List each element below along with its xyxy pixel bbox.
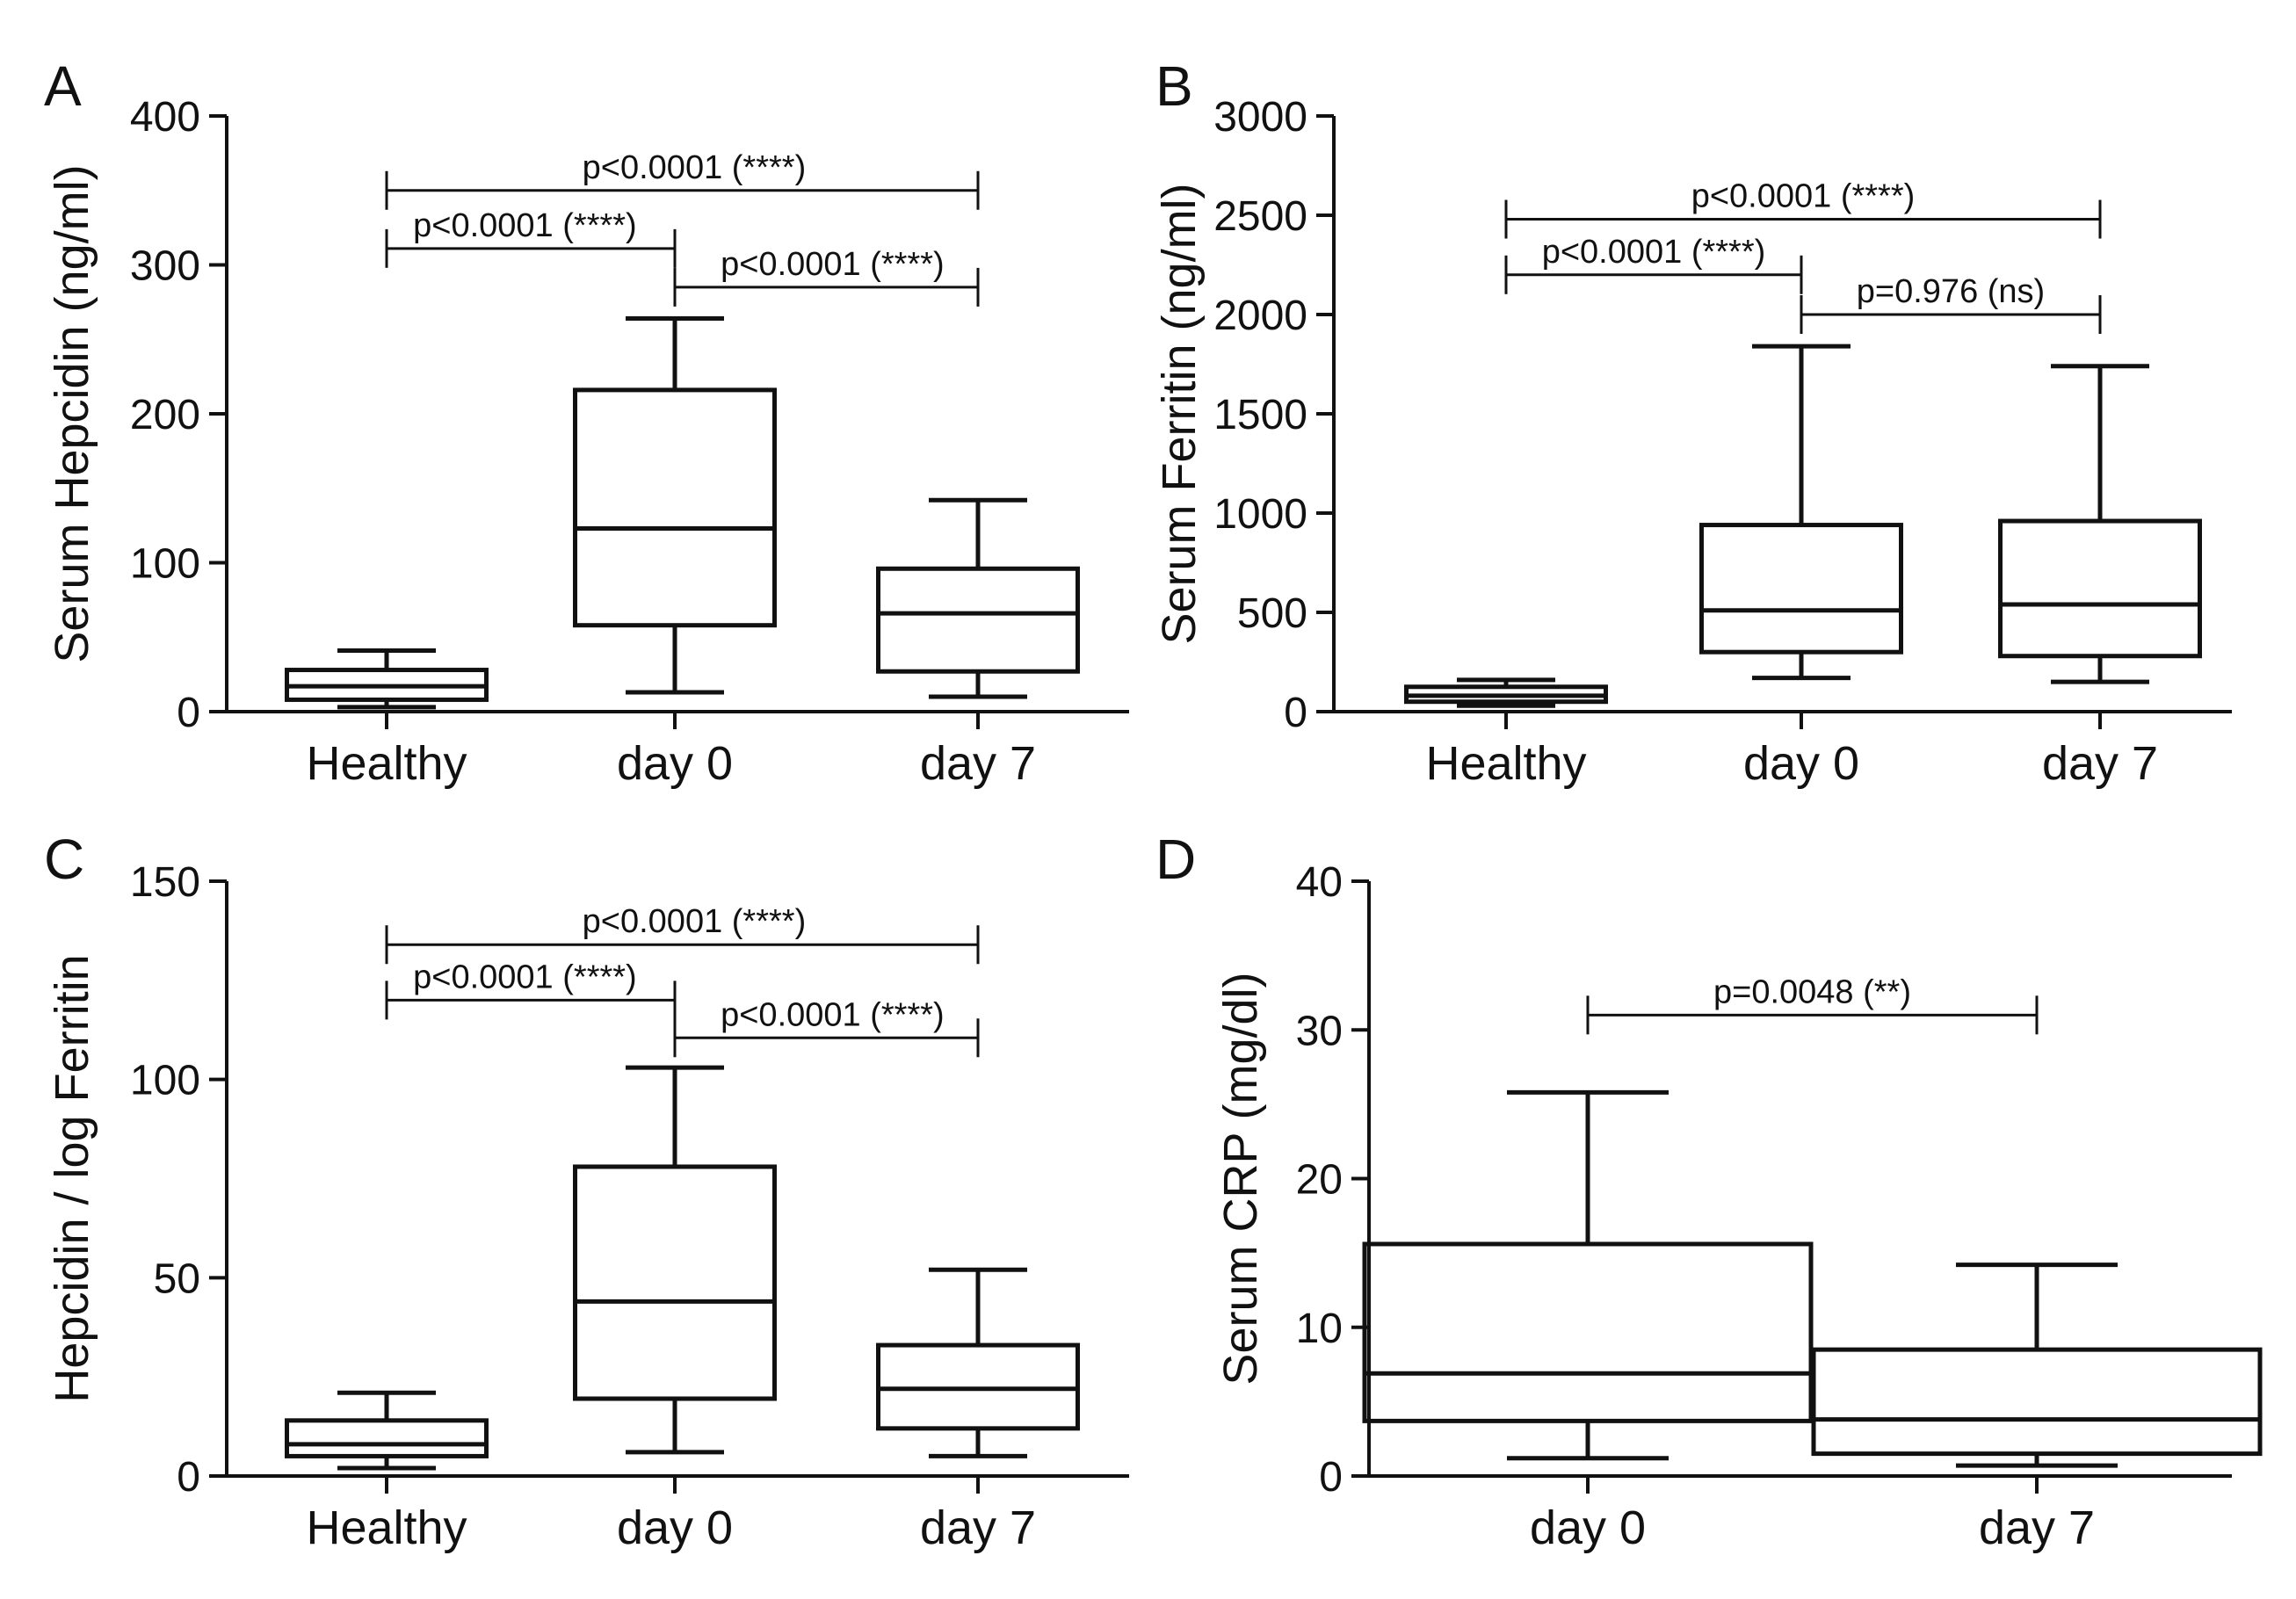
y-tick-label: 20 <box>1296 1157 1343 1204</box>
y-tick-label: 50 <box>154 1255 200 1302</box>
panel-c: C 0 50 100 150 Hepcidin / log Ferritin Healthy… <box>44 828 1129 1554</box>
box-plot-day-0 <box>1362 1089 1814 1461</box>
box-plot-day-7 <box>876 497 1080 699</box>
y-tick-label: 150 <box>130 859 200 906</box>
y-tick-label: 200 <box>130 392 200 438</box>
iqr-box <box>1699 523 1903 655</box>
p-value-label: p<0.0001 (****) <box>1691 178 1916 215</box>
box-plot-day-7 <box>876 1267 1080 1458</box>
y-axis-title: Serum Ferritin (ng/ml) <box>1153 183 1206 644</box>
box-plot-healthy <box>285 648 489 710</box>
y-tick-label: 0 <box>177 690 200 736</box>
y-tick-label: 100 <box>130 1058 200 1104</box>
x-tick-label: day 0 <box>617 737 733 790</box>
iqr-box <box>1998 518 2202 659</box>
box-plot-healthy <box>1404 677 1608 708</box>
y-tick-label: 10 <box>1296 1306 1343 1352</box>
y-tick-label: 0 <box>1284 690 1307 736</box>
y-tick-label: 1500 <box>1213 392 1307 438</box>
p-value-label: p<0.0001 (****) <box>413 207 637 244</box>
y-tick-label: 3000 <box>1213 94 1307 141</box>
iqr-box <box>1362 1241 1814 1423</box>
y-axis-title: Serum CRP (mg/dl) <box>1214 972 1267 1385</box>
x-tick-label: day 0 <box>1530 1501 1646 1554</box>
x-tick-label: day 7 <box>920 1501 1036 1554</box>
p-value-label: p<0.0001 (****) <box>583 903 807 940</box>
significance-bracket: p=0.0048 (**) <box>1586 973 2039 1035</box>
y-tick-label: 2000 <box>1213 293 1307 339</box>
panel-a: A 0 100 200 300 400 Serum Hepcidin (ng/ml) Heal… <box>44 54 1129 790</box>
significance-bracket: p<0.0001 (****) <box>385 149 980 210</box>
y-tick-label: 500 <box>1237 590 1307 637</box>
y-tick-label: 40 <box>1296 859 1343 906</box>
p-value-label: p<0.0001 (****) <box>413 959 637 995</box>
x-tick-label: day 7 <box>920 737 1036 790</box>
y-tick-label: 2500 <box>1213 193 1307 240</box>
p-value-label: p<0.0001 (****) <box>1542 234 1766 271</box>
x-tick-label: day 0 <box>1743 737 1859 790</box>
y-axis-title: Hepcidin / log Ferritin <box>46 954 98 1402</box>
panel-letter: C <box>44 828 84 891</box>
significance-bracket: p<0.0001 (****) <box>673 996 980 1058</box>
significance-bracket: p<0.0001 (****) <box>1504 178 2102 239</box>
iqr-box <box>573 387 777 628</box>
significance-bracket: p<0.0001 (****) <box>385 207 677 268</box>
box-plot-day-0 <box>1699 344 1903 681</box>
iqr-box <box>573 1164 777 1401</box>
y-tick-label: 0 <box>1319 1454 1343 1501</box>
y-tick-label: 1000 <box>1213 491 1307 538</box>
y-tick-label: 400 <box>130 94 200 141</box>
y-tick-label: 100 <box>130 541 200 588</box>
y-axis-title: Serum Hepcidin (ng/ml) <box>46 164 98 662</box>
significance-bracket: p<0.0001 (****) <box>385 903 980 965</box>
panel-d: D 0 10 20 30 40 Serum CRP (mg/dl) day 0 day 7 p=0… <box>1155 828 2263 1554</box>
p-value-label: p<0.0001 (****) <box>583 149 807 186</box>
panel-letter: A <box>44 54 82 118</box>
box-plot-day-0 <box>573 1065 777 1455</box>
significance-bracket: p=0.976 (ns) <box>1800 273 2102 334</box>
significance-bracket: p<0.0001 (****) <box>1504 234 1803 294</box>
significance-bracket: p<0.0001 (****) <box>385 959 677 1020</box>
p-value-label: p=0.0048 (**) <box>1713 973 1911 1010</box>
x-tick-label: day 7 <box>1979 1501 2095 1554</box>
p-value-label: p=0.976 (ns) <box>1857 273 2045 310</box>
iqr-box <box>876 566 1080 674</box>
x-tick-label: Healthy <box>1425 737 1586 790</box>
x-tick-label: day 7 <box>2042 737 2158 790</box>
x-tick-label: Healthy <box>306 1501 467 1554</box>
x-tick-label: day 0 <box>617 1501 733 1554</box>
box-plot-day-7 <box>1998 364 2202 684</box>
iqr-box <box>285 1418 489 1458</box>
y-tick-label: 30 <box>1296 1008 1343 1054</box>
panel-letter: D <box>1155 828 1196 891</box>
box-plot-healthy <box>285 1390 489 1471</box>
panel-letter: B <box>1155 54 1193 118</box>
p-value-label: p<0.0001 (****) <box>721 246 945 283</box>
x-tick-label: Healthy <box>306 737 467 790</box>
significance-bracket: p<0.0001 (****) <box>673 246 980 307</box>
box-plot-day-0 <box>573 316 777 695</box>
y-tick-label: 300 <box>130 243 200 290</box>
p-value-label: p<0.0001 (****) <box>721 996 945 1033</box>
box-plot-day-7 <box>1811 1263 2263 1468</box>
y-tick-label: 0 <box>177 1454 200 1501</box>
iqr-box <box>1811 1347 2263 1457</box>
